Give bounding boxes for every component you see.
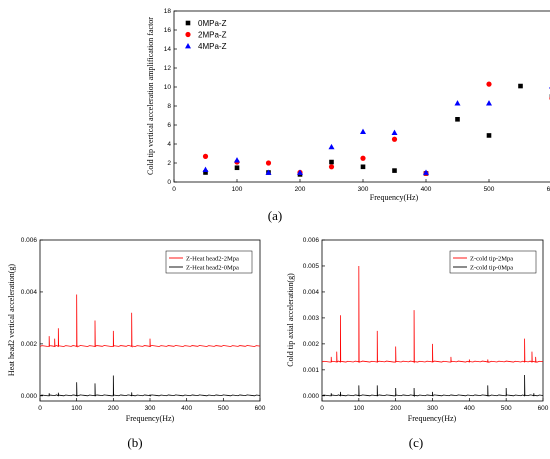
chart-a-xtick-label: 400 [421, 186, 432, 193]
chart-a-xtick-label: 300 [358, 186, 369, 193]
chart-a-point-circle [265, 160, 272, 166]
chart-a-point-circle [202, 153, 209, 159]
chart-a-xtick-label: 0 [172, 186, 176, 193]
chart-c-xtick-label: 500 [501, 405, 512, 412]
chart-a-xlabel: Frequency(Hz) [370, 193, 419, 202]
chart-c-ytick-label: 0.005 [303, 263, 320, 270]
chart-a-ytick-label: 16 [164, 27, 172, 34]
chart-c-ylabel: Cold tip axial acceleration(g) [286, 273, 295, 367]
chart-b-legend-label: Z-Heat head2-2Mpa [186, 255, 239, 262]
chart-b-xtick-label: 600 [255, 405, 266, 412]
chart-c-xtick-label: 0 [320, 405, 324, 412]
chart-a-point-square [203, 170, 208, 175]
chart-a-ytick-label: 14 [164, 46, 172, 53]
chart-b-xtick-label: 300 [145, 405, 156, 412]
chart-a-point-triangle [486, 100, 492, 106]
chart-c-legend-label: Z-cold tip-0Mpa [470, 264, 513, 271]
chart-a-point-triangle [202, 166, 209, 173]
chart-c-ytick-label: 0.003 [303, 315, 320, 322]
chart-a-ytick-label: 2 [167, 160, 171, 167]
chart-b-xtick-label: 500 [218, 405, 229, 412]
chart-c-ytick-label: 0.001 [303, 367, 320, 374]
chart-c-xtick-label: 200 [390, 405, 401, 412]
chart-c-ytick-label: 0.006 [303, 237, 320, 244]
chart-a-point-triangle [454, 100, 461, 106]
chart-c-ytick-label: 0.002 [303, 341, 320, 348]
chart-b-ylabel: Heat head2 vertical acceleration(g) [7, 264, 16, 376]
chart-b-ytick-label: 0.006 [21, 237, 38, 244]
chart-c-xlabel: Frequency(Hz) [408, 414, 457, 423]
chart-c-xtick-label: 600 [538, 405, 549, 412]
chart-a-point-circle [360, 155, 366, 161]
chart-a-point-triangle [328, 143, 335, 150]
chart-a-legend-label: 0MPa-Z [198, 19, 227, 28]
chart-a-ytick-label: 0 [167, 179, 171, 186]
chart-a-xtick-label: 500 [484, 186, 495, 193]
chart-a-point-square [518, 83, 523, 89]
chart-a-point-square [329, 159, 334, 165]
chart-b-xtick-label: 400 [181, 405, 192, 412]
chart-a-ytick-label: 6 [167, 122, 171, 129]
chart-b-xtick-label: 0 [38, 405, 42, 412]
chart-a-xtick-label: 600 [547, 186, 550, 193]
chart-a-point-square [234, 165, 240, 171]
chart-c-series-line [321, 375, 544, 398]
chart-c: 0.000 0.001 0.002 0.003 0.004 0.005 0.006 0 100… [286, 237, 549, 450]
chart-a-point-square [486, 133, 492, 138]
chart-a-point-circle [486, 81, 492, 87]
chart-a-ytick-label: 8 [167, 103, 171, 110]
chart-c-series-line [321, 265, 544, 364]
chart-a-legend-marker [185, 43, 191, 49]
chart-a: 0 2 4 6 8 10 12 14 16 18 0 100 200 300 400 500 600 0MPa… [146, 8, 550, 223]
chart-c-xtick-label: 300 [427, 405, 438, 412]
chart-b-xtick-label: 100 [71, 405, 82, 412]
chart-a-point-triangle [423, 169, 429, 175]
chart-b-panel-label: (b) [127, 435, 142, 450]
chart-b-legend-label: Z-Heat head2-0Mpa [186, 264, 239, 271]
chart-c-ytick-label: 0.004 [303, 289, 320, 296]
chart-b-ytick-label: 0.000 [21, 393, 38, 400]
chart-b: 0.000 0.002 0.004 0.006 0 100 200 300 400 500 600… [7, 237, 266, 450]
chart-b-series-line [39, 375, 261, 398]
chart-a-point-triangle [360, 128, 366, 135]
chart-a-ytick-label: 12 [164, 65, 172, 72]
chart-b-legend: Z-Heat head2-2Mpa Z-Heat head2-0Mpa [165, 250, 253, 274]
chart-b-ytick-label: 0.002 [21, 341, 38, 348]
chart-b-legend-box [165, 250, 253, 274]
chart-a-ytick-label: 18 [164, 8, 172, 15]
chart-a-xtick-label: 200 [295, 186, 306, 193]
chart-c-panel-label: (c) [409, 435, 423, 450]
chart-a-point-triangle [234, 157, 240, 163]
chart-a-ytick-label: 4 [167, 141, 171, 148]
chart-a-legend: 0MPa-Z 2MPa-Z 4MPa-Z [185, 19, 227, 51]
chart-a-legend-label: 2MPa-Z [198, 31, 227, 40]
chart-a-point-circle [391, 136, 398, 142]
chart-b-series-line [39, 294, 261, 348]
chart-a-legend-marker [185, 20, 191, 26]
chart-a-point-circle [328, 164, 335, 170]
chart-a-legend-marker [185, 31, 191, 38]
chart-a-point-square [392, 168, 397, 173]
chart-c-ytick-label: 0.000 [303, 393, 320, 400]
chart-c-legend-box [449, 250, 537, 274]
chart-a-legend-label: 4MPa-Z [198, 42, 227, 51]
chart-a-point-triangle [391, 129, 398, 135]
chart-b-ytick-label: 0.004 [21, 289, 38, 296]
chart-a-point-triangle [297, 169, 303, 175]
chart-a-ylabel: Cold tip vertical acceleration amplifica… [146, 17, 155, 175]
chart-a-xtick-label: 100 [232, 186, 243, 193]
chart-c-legend: Z-cold tip-2Mpa Z-cold tip-0Mpa [449, 250, 537, 274]
chart-a-point-square [455, 117, 460, 122]
chart-a-ytick-label: 10 [164, 84, 172, 91]
chart-a-point-triangle [265, 169, 272, 175]
chart-c-xtick-label: 100 [353, 405, 364, 412]
chart-c-legend-label: Z-cold tip-2Mpa [470, 255, 513, 262]
chart-b-xtick-label: 200 [108, 405, 119, 412]
chart-a-frame [173, 10, 550, 183]
chart-c-xtick-label: 400 [464, 405, 475, 412]
chart-b-xlabel: Frequency(Hz) [126, 414, 175, 423]
chart-a-point-square [360, 164, 366, 170]
chart-a-panel-label: (a) [268, 208, 282, 223]
